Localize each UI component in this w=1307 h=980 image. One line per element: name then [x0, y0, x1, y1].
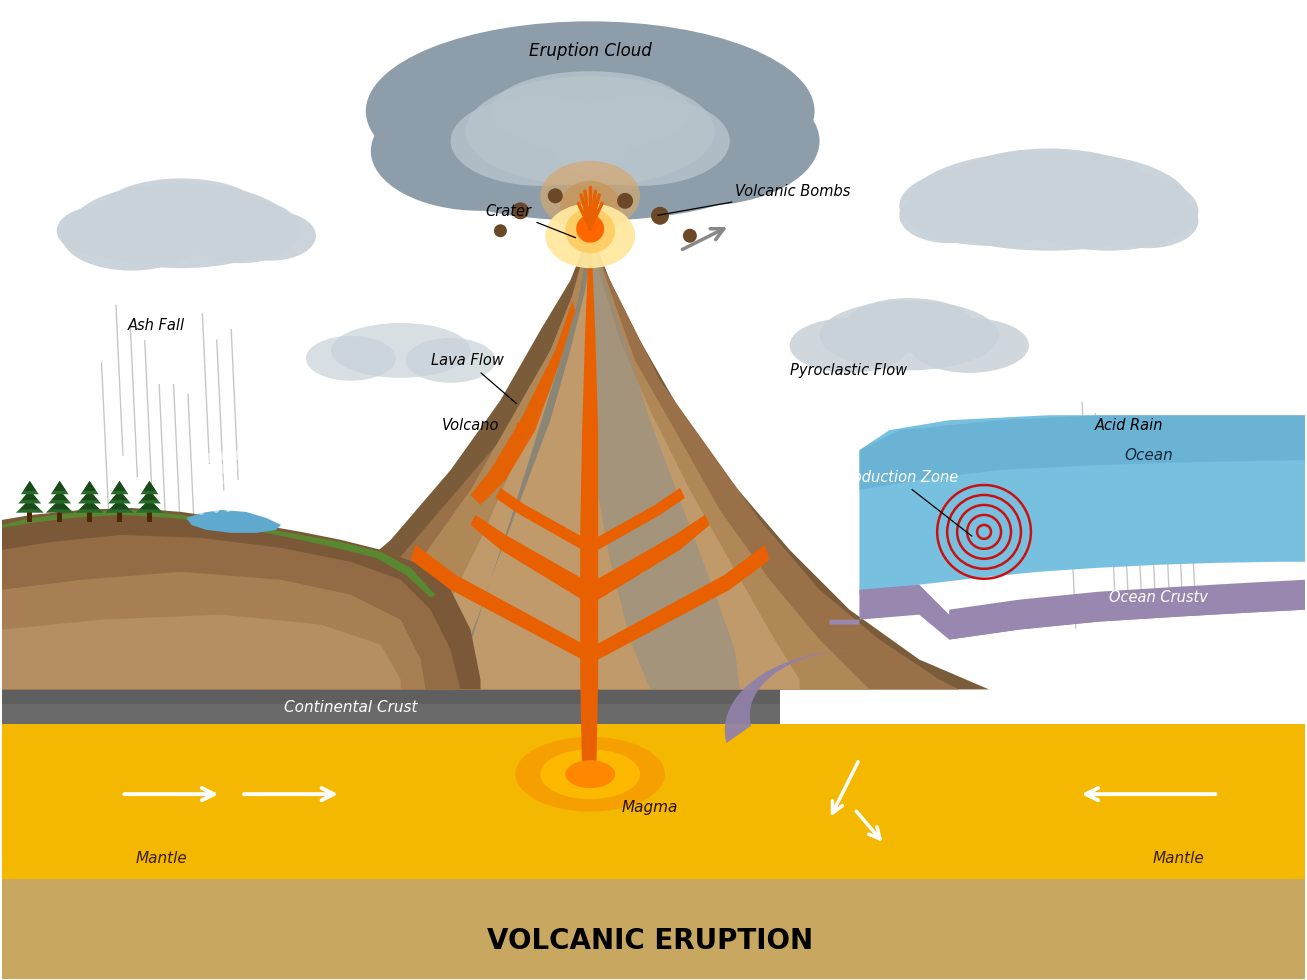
Circle shape — [494, 224, 507, 237]
Ellipse shape — [540, 750, 640, 799]
Polygon shape — [1, 230, 999, 690]
Ellipse shape — [591, 81, 770, 181]
Circle shape — [548, 188, 563, 203]
Ellipse shape — [1019, 171, 1199, 251]
Polygon shape — [1, 535, 460, 690]
Ellipse shape — [229, 476, 235, 486]
Ellipse shape — [226, 489, 234, 499]
Polygon shape — [451, 230, 591, 690]
Polygon shape — [495, 488, 584, 550]
Ellipse shape — [72, 183, 291, 269]
Polygon shape — [140, 481, 158, 494]
Ellipse shape — [910, 151, 1188, 251]
Polygon shape — [860, 416, 1306, 595]
Polygon shape — [78, 490, 101, 504]
Circle shape — [617, 193, 633, 209]
Ellipse shape — [899, 188, 999, 243]
Polygon shape — [322, 230, 869, 690]
Ellipse shape — [561, 181, 620, 230]
Ellipse shape — [233, 450, 239, 460]
Text: Crater: Crater — [485, 204, 575, 238]
Polygon shape — [591, 230, 740, 690]
Polygon shape — [1, 690, 780, 724]
Polygon shape — [54, 481, 65, 491]
Ellipse shape — [490, 51, 789, 191]
Polygon shape — [81, 481, 98, 494]
Polygon shape — [1, 508, 481, 690]
Text: Subduction Zone: Subduction Zone — [834, 470, 972, 536]
Polygon shape — [108, 490, 131, 504]
Text: VOLCANIC ERUPTION: VOLCANIC ERUPTION — [488, 927, 813, 955]
Text: Ash Fall: Ash Fall — [128, 318, 186, 333]
Polygon shape — [401, 230, 800, 690]
Ellipse shape — [410, 72, 591, 171]
Ellipse shape — [226, 211, 316, 261]
Polygon shape — [146, 511, 152, 522]
Polygon shape — [21, 481, 39, 494]
Polygon shape — [144, 481, 156, 491]
Polygon shape — [106, 499, 133, 513]
Polygon shape — [118, 511, 122, 522]
Polygon shape — [830, 585, 949, 640]
Polygon shape — [88, 511, 91, 522]
Polygon shape — [84, 481, 95, 491]
Polygon shape — [46, 499, 73, 513]
Polygon shape — [1, 690, 780, 705]
Text: Pyroclastic Flow: Pyroclastic Flow — [789, 363, 907, 378]
Polygon shape — [16, 499, 43, 513]
Polygon shape — [80, 499, 99, 510]
Ellipse shape — [1099, 193, 1199, 248]
Ellipse shape — [231, 464, 238, 473]
Polygon shape — [20, 499, 39, 510]
Polygon shape — [596, 514, 710, 600]
Ellipse shape — [565, 760, 616, 788]
Polygon shape — [48, 490, 71, 504]
Polygon shape — [139, 490, 161, 504]
Ellipse shape — [182, 198, 301, 264]
Polygon shape — [114, 481, 125, 491]
Polygon shape — [50, 499, 69, 510]
Ellipse shape — [465, 36, 715, 126]
Ellipse shape — [61, 201, 201, 270]
Polygon shape — [111, 481, 128, 494]
Ellipse shape — [366, 22, 814, 201]
Ellipse shape — [405, 338, 495, 383]
Text: Mantle: Mantle — [136, 852, 187, 866]
Polygon shape — [22, 490, 38, 500]
Ellipse shape — [221, 451, 227, 461]
Ellipse shape — [580, 76, 819, 206]
Text: Lava Flow: Lava Flow — [430, 354, 516, 404]
Polygon shape — [725, 650, 860, 743]
Polygon shape — [949, 585, 1306, 640]
Polygon shape — [471, 514, 584, 600]
Ellipse shape — [306, 336, 396, 381]
Polygon shape — [860, 416, 1306, 490]
Polygon shape — [136, 499, 163, 513]
Ellipse shape — [515, 737, 665, 811]
Ellipse shape — [225, 502, 231, 512]
Ellipse shape — [545, 203, 635, 269]
Polygon shape — [187, 510, 281, 533]
Ellipse shape — [401, 101, 780, 220]
Ellipse shape — [819, 301, 999, 370]
Text: Ocean Crustv: Ocean Crustv — [1110, 590, 1208, 606]
Text: Acid Rain: Acid Rain — [1094, 417, 1163, 433]
Ellipse shape — [540, 161, 640, 230]
Ellipse shape — [204, 466, 210, 476]
Ellipse shape — [201, 479, 209, 489]
Polygon shape — [1, 510, 435, 598]
Polygon shape — [24, 481, 37, 491]
Ellipse shape — [391, 56, 710, 206]
Circle shape — [684, 228, 697, 243]
Ellipse shape — [451, 96, 630, 186]
Ellipse shape — [214, 490, 222, 500]
Ellipse shape — [102, 178, 261, 243]
Ellipse shape — [576, 215, 604, 243]
Ellipse shape — [789, 318, 910, 372]
Ellipse shape — [217, 477, 223, 487]
Polygon shape — [1, 824, 1306, 979]
Ellipse shape — [899, 166, 1078, 246]
Ellipse shape — [490, 72, 690, 151]
Text: Mantle: Mantle — [1153, 852, 1204, 866]
